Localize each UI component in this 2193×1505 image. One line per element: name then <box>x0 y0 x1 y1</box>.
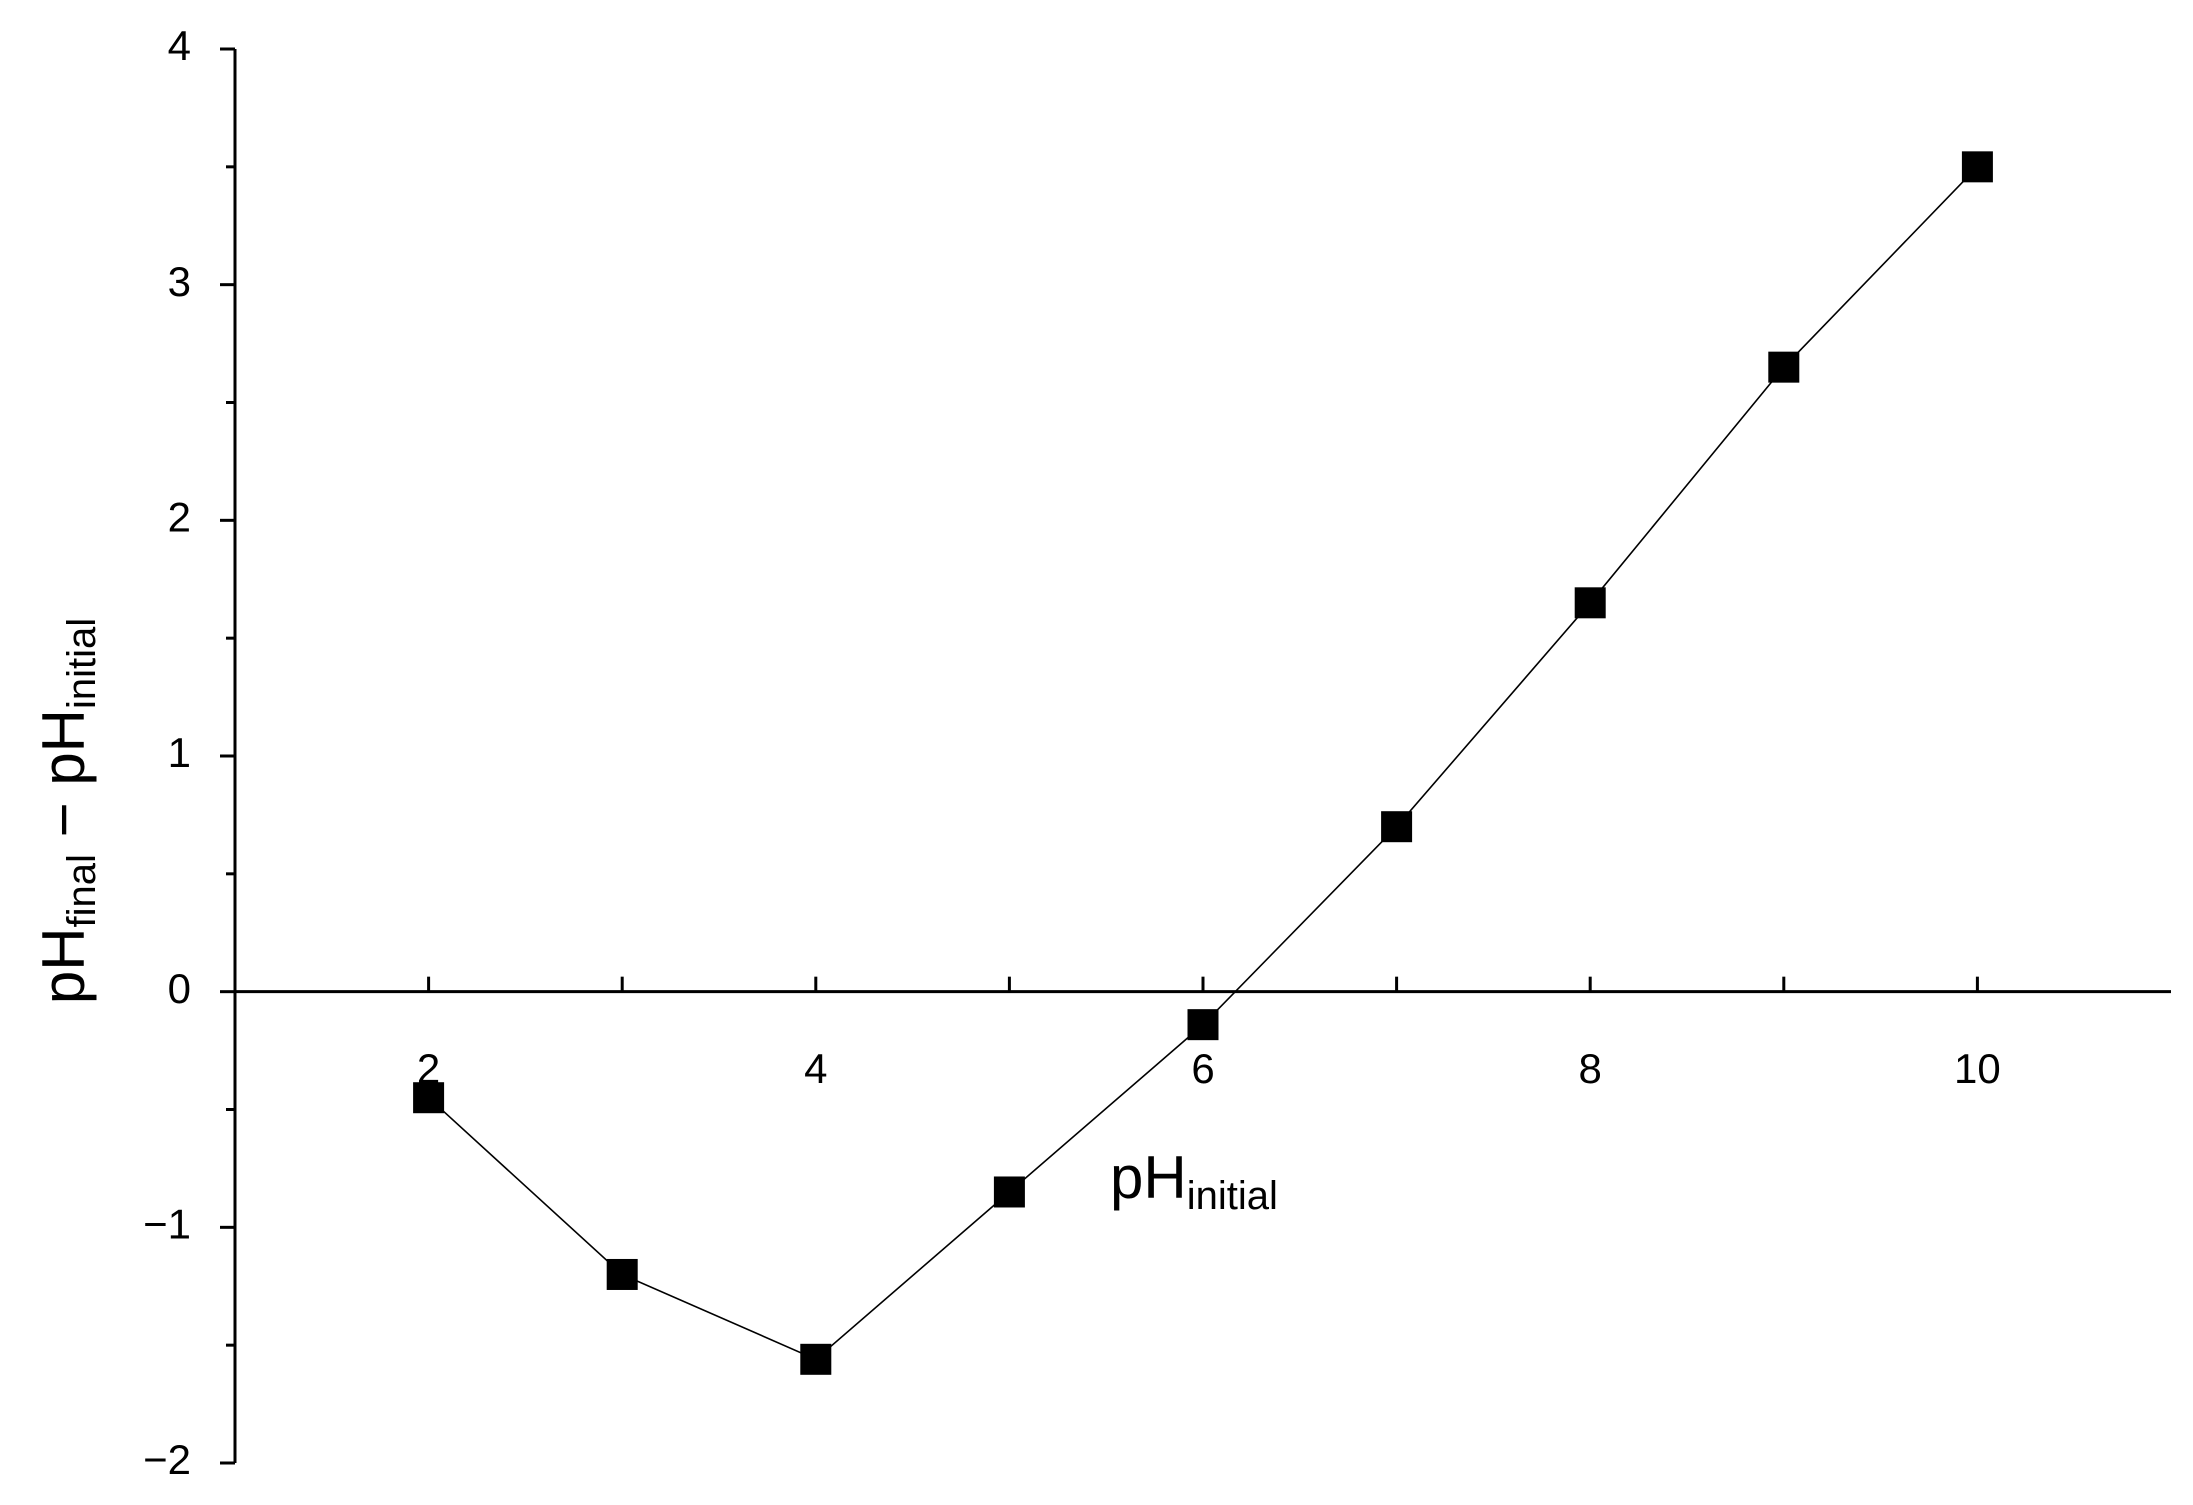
y-label-sub: final <box>60 854 104 927</box>
y-tick-label: 4 <box>168 22 191 69</box>
x-label-main: pH <box>1110 1144 1187 1211</box>
y-label-middle: − pH <box>30 709 97 854</box>
x-tick-label: 6 <box>1191 1045 1214 1092</box>
marker <box>413 1082 445 1114</box>
x-tick-label: 4 <box>804 1045 827 1092</box>
y-label-main: pH <box>30 927 97 1004</box>
marker <box>606 1258 638 1290</box>
x-axis-label: pHinitial <box>1110 1144 1278 1218</box>
y-tick-label: −1 <box>143 1200 191 1247</box>
marker <box>1187 1009 1219 1041</box>
y-label-sub2: initial <box>60 618 104 709</box>
y-tick-label: 0 <box>168 965 191 1012</box>
marker <box>800 1343 832 1375</box>
x-tick-label: 2 <box>417 1045 440 1092</box>
y-tick-label: −2 <box>143 1436 191 1483</box>
marker <box>1381 811 1413 843</box>
y-tick-label: 2 <box>168 493 191 540</box>
marker <box>993 1176 1025 1208</box>
y-axis-label: pHfinal − pHinitial <box>30 618 104 1004</box>
marker <box>1768 351 1800 383</box>
marker <box>1961 151 1993 183</box>
x-tick-label: 10 <box>1954 1045 2001 1092</box>
x-label-sub: initial <box>1187 1174 1278 1218</box>
marker <box>1574 587 1606 619</box>
y-tick-label: 1 <box>168 729 191 776</box>
y-tick-label: 3 <box>168 258 191 305</box>
x-tick-label: 8 <box>1579 1045 1602 1092</box>
